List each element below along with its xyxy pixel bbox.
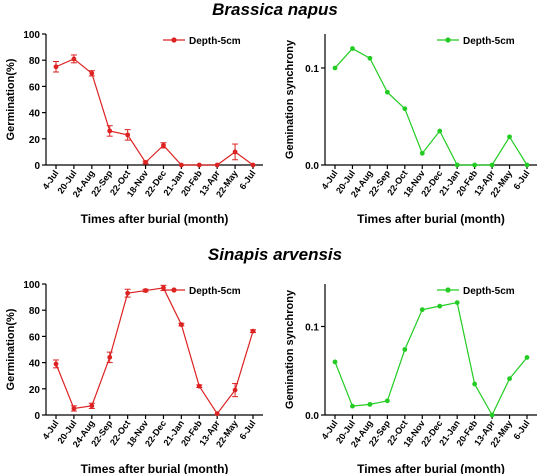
y-tick-label: 0 bbox=[34, 411, 40, 422]
legend-label: Depth-5cm bbox=[463, 286, 515, 297]
series-line bbox=[55, 58, 254, 166]
chart-sinapis-germination: 0204060801004-Jul20-Jul24-Aug22-Sep22-Oc… bbox=[5, 280, 263, 474]
y-tick-label: 80 bbox=[29, 306, 41, 317]
data-point bbox=[419, 150, 425, 156]
legend-label: Depth-5cm bbox=[189, 286, 241, 297]
y-tick-label: 40 bbox=[29, 359, 41, 370]
y-tick-label: 0.0 bbox=[305, 161, 319, 172]
data-point bbox=[125, 290, 131, 296]
data-point bbox=[232, 387, 238, 393]
y-axis-title: Gemination synchrony bbox=[284, 39, 296, 159]
y-tick-label: 40 bbox=[29, 109, 41, 120]
data-point bbox=[196, 162, 202, 168]
y-axis-title: Gemination synchrony bbox=[284, 289, 296, 409]
x-axis-title: Times after burial (month) bbox=[81, 462, 229, 474]
data-point bbox=[384, 89, 390, 95]
data-point bbox=[419, 307, 425, 313]
series-line bbox=[334, 47, 528, 166]
series-line bbox=[55, 287, 254, 415]
data-point bbox=[125, 132, 131, 138]
data-point bbox=[402, 106, 408, 112]
legend-marker bbox=[171, 287, 177, 293]
data-point bbox=[214, 411, 220, 417]
data-point bbox=[89, 403, 95, 409]
x-tick-label: 6-Jul bbox=[237, 418, 257, 441]
data-point bbox=[71, 56, 77, 62]
data-point bbox=[402, 347, 408, 352]
data-point bbox=[53, 64, 59, 70]
species-title-sinapis-arvensis: Sinapis arvensis bbox=[207, 245, 343, 264]
data-point bbox=[437, 303, 443, 309]
data-point bbox=[507, 376, 512, 382]
x-tick-label: 6-Jul bbox=[237, 168, 257, 191]
x-axis-title: Times after burial (month) bbox=[81, 212, 229, 226]
data-point bbox=[367, 55, 373, 61]
data-point bbox=[89, 70, 95, 76]
data-point bbox=[250, 162, 256, 168]
data-point bbox=[178, 322, 184, 328]
x-tick-label: 6-Jul bbox=[511, 418, 531, 441]
data-point bbox=[350, 403, 355, 409]
data-point bbox=[332, 359, 338, 365]
data-point bbox=[214, 162, 220, 168]
data-point bbox=[107, 354, 113, 360]
y-tick-label: 0 bbox=[34, 161, 40, 172]
data-point bbox=[53, 361, 59, 367]
y-tick-label: 100 bbox=[23, 280, 40, 291]
data-point bbox=[107, 128, 113, 134]
data-point bbox=[437, 128, 443, 134]
data-point bbox=[454, 162, 460, 168]
y-tick-label: 20 bbox=[29, 135, 41, 146]
legend-marker bbox=[171, 37, 177, 43]
data-point bbox=[350, 46, 355, 51]
data-point bbox=[161, 285, 166, 291]
y-tick-label: 20 bbox=[29, 385, 41, 396]
x-axis-title: Times after burial (month) bbox=[357, 212, 505, 226]
y-axis-title: Germination(%) bbox=[5, 58, 17, 140]
data-point bbox=[489, 162, 495, 168]
data-point bbox=[71, 406, 77, 411]
series-line bbox=[334, 301, 528, 417]
y-axis-title: Germination(%) bbox=[5, 308, 17, 390]
chart-sinapis-synchrony: 0.00.14-Jul20-Jul24-Aug22-Sep22-Oct18-No… bbox=[284, 284, 537, 474]
y-tick-label: 60 bbox=[29, 82, 41, 93]
data-point bbox=[161, 142, 166, 148]
data-point bbox=[454, 300, 460, 305]
y-tick-label: 100 bbox=[23, 30, 40, 41]
legend-marker bbox=[445, 37, 451, 43]
x-tick-label: 6-Jul bbox=[511, 168, 531, 191]
data-point bbox=[524, 355, 530, 360]
chart-brassica-germination: 0204060801004-Jul20-Jul24-Aug22-Sep22-Oc… bbox=[5, 30, 263, 226]
data-point bbox=[524, 162, 530, 168]
data-point bbox=[472, 162, 478, 168]
legend-label: Depth-5cm bbox=[189, 36, 241, 47]
legend-label: Depth-5cm bbox=[463, 36, 515, 47]
y-tick-label: 0.1 bbox=[305, 64, 319, 75]
data-point bbox=[232, 149, 238, 155]
y-tick-label: 0.0 bbox=[305, 411, 319, 422]
legend-marker bbox=[445, 287, 451, 293]
data-point bbox=[472, 381, 478, 387]
data-point bbox=[332, 65, 338, 71]
y-tick-label: 80 bbox=[29, 56, 41, 67]
data-point bbox=[178, 162, 184, 168]
data-point bbox=[196, 383, 202, 389]
data-point bbox=[250, 328, 256, 334]
data-point bbox=[367, 401, 373, 407]
y-tick-label: 0.1 bbox=[305, 322, 319, 333]
chart-brassica-synchrony: 0.00.14-Jul20-Jul24-Aug22-Sep22-Oct18-No… bbox=[284, 34, 537, 226]
data-point bbox=[384, 398, 390, 404]
x-axis-title: Times after burial (month) bbox=[357, 462, 505, 474]
data-point bbox=[507, 134, 512, 140]
y-tick-label: 60 bbox=[29, 332, 41, 343]
data-point bbox=[143, 159, 148, 165]
data-point bbox=[489, 412, 495, 418]
data-point bbox=[143, 288, 148, 293]
species-title-brassica-napus: Brassica napus bbox=[212, 0, 338, 19]
